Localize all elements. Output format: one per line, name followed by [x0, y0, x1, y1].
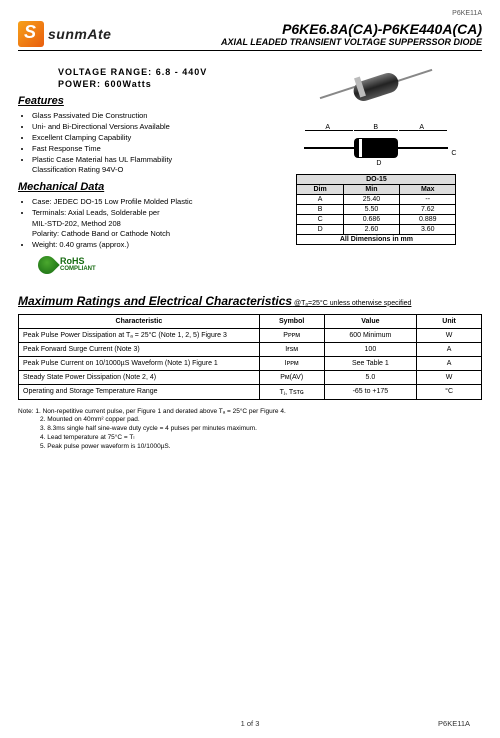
dim-th: Dim [297, 185, 343, 195]
power-value: 600Watts [105, 79, 152, 89]
char-td: Peak Pulse Current on 10/1000µS Waveform… [19, 356, 260, 370]
features-list: Glass Passivated Die Construction Uni- a… [32, 111, 261, 175]
power-label: POWER: [58, 79, 101, 89]
footer-part-number: P6KE11A [438, 719, 470, 728]
max-ratings-title: Maximum Ratings and Electrical Character… [18, 294, 482, 308]
note-line: 2. Mounted on 40mm² copper pad. [40, 416, 482, 425]
char-td: Iғѕᴍ [259, 342, 324, 356]
feature-item: Classification Rating 94V-O [32, 165, 261, 174]
dim-label-d: D [376, 160, 381, 167]
char-td: A [417, 356, 482, 370]
brand-logo-icon [18, 21, 44, 47]
char-th: Characteristic [19, 314, 260, 328]
max-title-text: Maximum Ratings and Electrical Character… [18, 294, 292, 308]
brand-name: sunmAte [48, 26, 111, 42]
right-column: A B A D C DO-15 Dim Min Max A25.40-- B5.… [271, 59, 482, 274]
char-td: Iᴘᴘᴍ [259, 356, 324, 370]
characteristics-table: Characteristic Symbol Value Unit Peak Pu… [18, 314, 482, 400]
title-block: P6KE6.8A(CA)-P6KE440A(CA) AXIAL LEADED T… [111, 21, 482, 47]
voltage-value: 6.8 - 440V [156, 67, 208, 77]
char-td: Steady State Power Dissipation (Note 2, … [19, 370, 260, 384]
char-td: 5.0 [324, 370, 417, 384]
dim-td: 25.40 [343, 195, 399, 205]
note-line: 4. Lead temperature at 75°C = Tₗ [40, 434, 482, 443]
feature-item: Plastic Case Material has UL Flammabilit… [32, 155, 261, 164]
rohs-main: RoHS [60, 256, 85, 266]
dim-td: 0.889 [400, 215, 456, 225]
note-line: 5. Peak pulse power waveform is 10/1000µ… [40, 443, 482, 452]
dim-td: 3.60 [400, 225, 456, 235]
dim-td: 5.50 [343, 205, 399, 215]
mech-item: Weight: 0.40 grams (approx.) [32, 240, 261, 249]
feature-item: Uni- and Bi-Directional Versions Availab… [32, 122, 261, 131]
header: sunmAte P6KE6.8A(CA)-P6KE440A(CA) AXIAL … [18, 21, 482, 47]
top-part-number: P6KE11A [18, 10, 482, 17]
features-title: Features [18, 95, 261, 107]
mech-item: MIL-STD-202, Method 208 [32, 219, 261, 228]
char-td: Pᴍ(AV) [259, 370, 324, 384]
dim-td: B [297, 205, 343, 215]
feature-item: Fast Response Time [32, 144, 261, 153]
voltage-label: VOLTAGE RANGE: [58, 67, 152, 77]
dim-label-c: C [451, 150, 456, 157]
char-td: Tⱼ, Tѕᴛɢ [259, 384, 324, 399]
rohs-badge: RoHS COMPLIANT [38, 256, 261, 274]
char-td: Pᴘᴘᴍ [259, 328, 324, 342]
char-th: Unit [417, 314, 482, 328]
char-td: -65 to +175 [324, 384, 417, 399]
char-td: Operating and Storage Temperature Range [19, 384, 260, 399]
dim-table-footer: All Dimensions in mm [297, 235, 456, 245]
max-title-cond: @Tₐ=25°C unless otherwise specified [292, 300, 411, 307]
dim-th: Min [343, 185, 399, 195]
rohs-leaf-icon [34, 252, 59, 277]
feature-item: Excellent Clamping Capability [32, 133, 261, 142]
dim-td: 2.60 [343, 225, 399, 235]
page-number: 1 of 3 [241, 719, 260, 728]
char-th: Symbol [259, 314, 324, 328]
dim-td: D [297, 225, 343, 235]
part-range: P6KE6.8A(CA)-P6KE440A(CA) [111, 21, 482, 37]
voltage-spec: VOLTAGE RANGE: 6.8 - 440V [58, 67, 261, 77]
dimension-table: DO-15 Dim Min Max A25.40-- B5.507.62 C0.… [296, 174, 456, 245]
char-td: Peak Forward Surge Current (Note 3) [19, 342, 260, 356]
notes-label: Note: [18, 408, 34, 415]
notes: Note: 1. Non-repetitive current pulse, p… [18, 408, 482, 452]
mechanical-list: Case: JEDEC DO-15 Low Profile Molded Pla… [32, 197, 261, 250]
note-line: 1. Non-repetitive current pulse, per Fig… [35, 408, 285, 415]
dimension-diagram: A B A D C [291, 120, 461, 170]
note-line: 3. 8.3ms single half sine-wave duty cycl… [40, 425, 482, 434]
dim-td: C [297, 215, 343, 225]
product-subtitle: AXIAL LEADED TRANSIENT VOLTAGE SUPPERSSO… [111, 37, 482, 47]
rohs-text: RoHS COMPLIANT [60, 257, 96, 272]
char-td: Peak Pulse Power Dissipation at Tₐ = 25°… [19, 328, 260, 342]
dim-td: 0.686 [343, 215, 399, 225]
footer: 1 of 3 P6KE11A [0, 719, 500, 728]
dim-table-title: DO-15 [297, 175, 456, 185]
left-column: VOLTAGE RANGE: 6.8 - 440V POWER: 600Watt… [18, 59, 261, 274]
mech-item: Polarity: Cathode Band or Cathode Notch [32, 229, 261, 238]
mechanical-title: Mechanical Data [18, 181, 261, 193]
power-spec: POWER: 600Watts [58, 79, 261, 89]
char-td: 600 Minimum [324, 328, 417, 342]
diode-3d-illustration [321, 59, 431, 114]
logo-area: sunmAte [18, 21, 111, 47]
char-td: See Table 1 [324, 356, 417, 370]
rohs-sub: COMPLIANT [60, 266, 96, 272]
char-td: W [417, 328, 482, 342]
mech-item: Terminals: Axial Leads, Solderable per [32, 208, 261, 217]
char-td: °C [417, 384, 482, 399]
dim-td: 7.62 [400, 205, 456, 215]
dim-td: A [297, 195, 343, 205]
dim-td: -- [400, 195, 456, 205]
mech-item: Case: JEDEC DO-15 Low Profile Molded Pla… [32, 197, 261, 206]
char-td: A [417, 342, 482, 356]
header-rule [18, 50, 482, 51]
char-td: W [417, 370, 482, 384]
dim-th: Max [400, 185, 456, 195]
feature-item: Glass Passivated Die Construction [32, 111, 261, 120]
char-th: Value [324, 314, 417, 328]
char-td: 100 [324, 342, 417, 356]
